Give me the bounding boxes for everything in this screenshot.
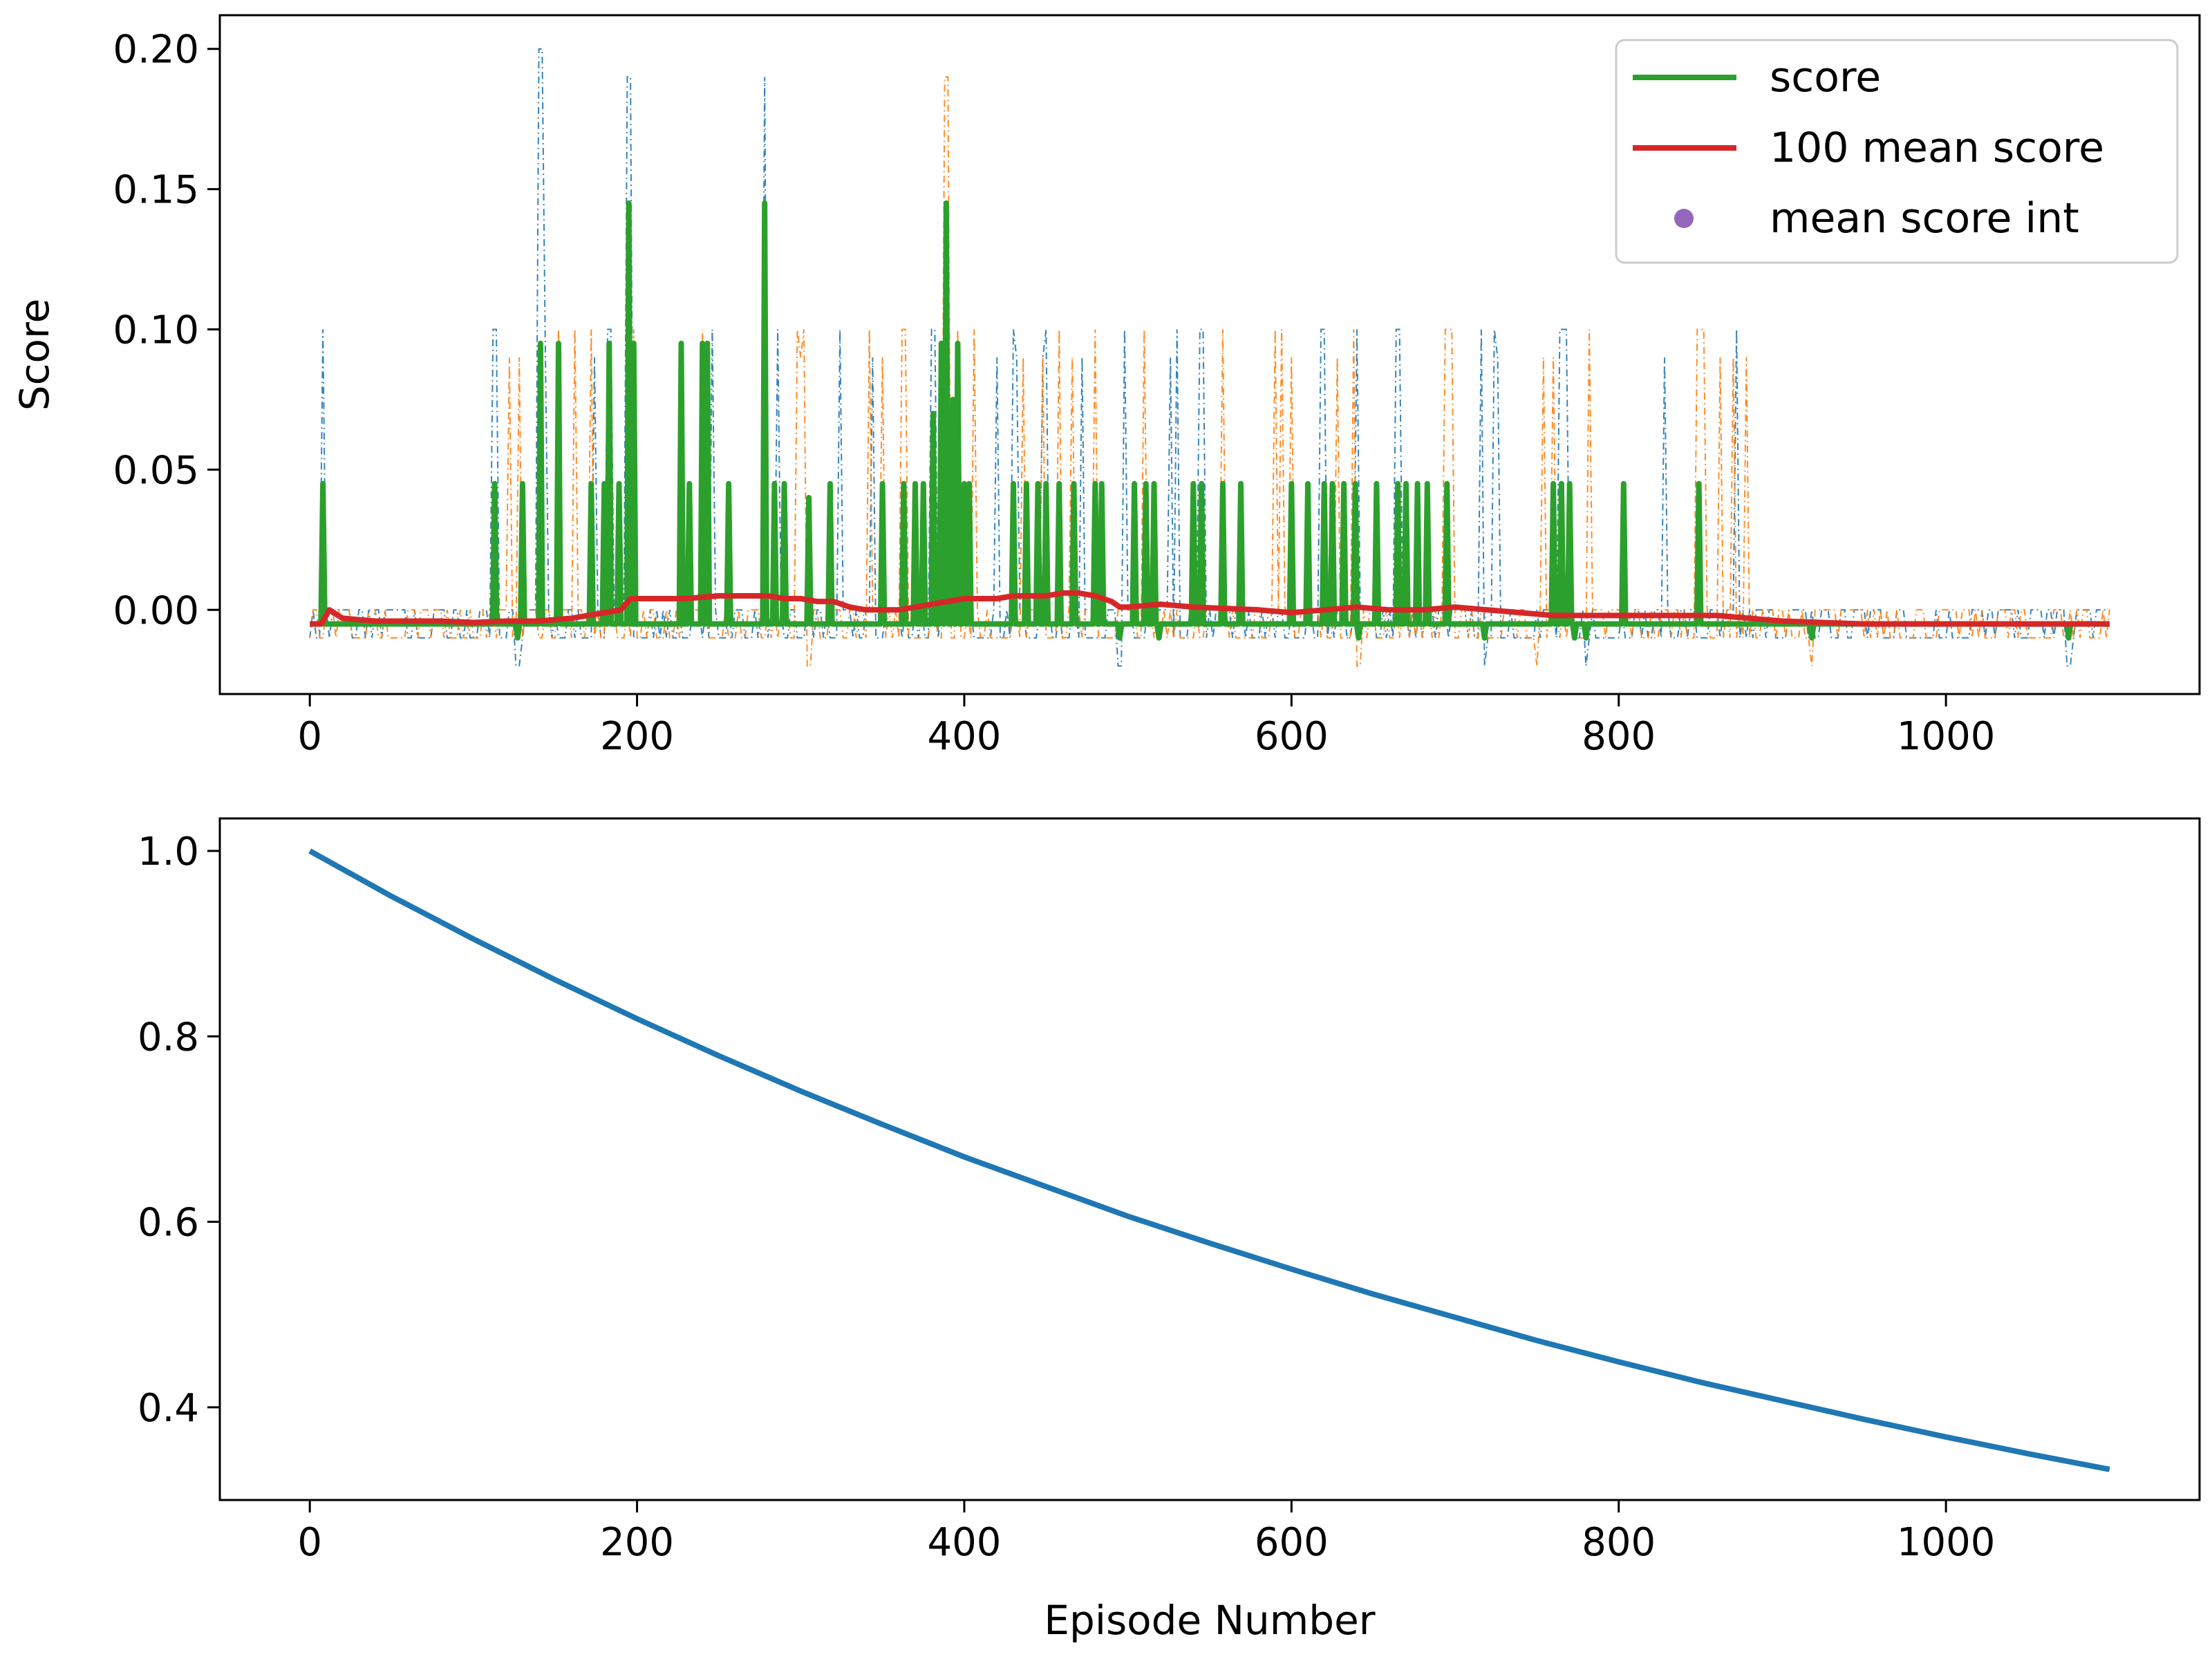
legend-box [1615, 39, 2179, 264]
legend-label-score: score [1770, 53, 1881, 102]
score-y-tick-label: 0.15 [113, 168, 199, 213]
score-y-tick-label: 0.05 [113, 448, 199, 493]
decay-x-axis-title: Episode Number [1044, 1597, 1375, 1644]
score-axis-ticks: 0 200 400 600 800 1000 0.00 0.05 0.10 0.15 0.20 [113, 28, 1995, 759]
legend-swatch-mean-int [1674, 209, 1694, 228]
score-y-tick-label: 0.20 [113, 28, 199, 73]
score-x-tick-label: 400 [928, 714, 1002, 759]
mean-score-line [310, 590, 2110, 627]
decay-x-tick-label: 200 [600, 1520, 674, 1565]
decay-axis-ticks: 0 200 400 600 800 1000 0.4 0.6 0.8 1.0 [138, 830, 1995, 1565]
decay-plot-area [308, 848, 2110, 1472]
score-y-tick-label: 0.10 [113, 308, 199, 353]
score-x-tick-label: 800 [1582, 714, 1656, 759]
score-x-tick-label: 600 [1255, 714, 1329, 759]
decay-line [308, 848, 2110, 1472]
decay-x-tick-label: 1000 [1897, 1520, 1996, 1565]
decay-x-tick-label: 600 [1255, 1520, 1329, 1565]
legend-label-mean-int: mean score int [1770, 194, 2079, 243]
decay-chart: 0 200 400 600 800 1000 0.4 0.6 0.8 1.0 Episode Nu… [138, 817, 2201, 1644]
score-y-tick-label: 0.00 [113, 588, 199, 633]
score-plot-area [309, 48, 2110, 667]
decay-y-tick-label: 0.8 [138, 1015, 199, 1060]
score-plot-frame [218, 14, 2201, 695]
decay-y-tick-label: 0.6 [138, 1201, 199, 1246]
decay-plot-frame [218, 817, 2201, 1501]
score-y-axis-title: Score [11, 299, 58, 411]
score-x-tick-label: 200 [600, 714, 674, 759]
score-x-tick-label: 0 [297, 714, 322, 759]
decay-x-tick-label: 0 [297, 1520, 322, 1565]
decay-y-tick-label: 1.0 [138, 830, 199, 874]
decay-x-tick-label: 400 [928, 1520, 1002, 1565]
score-line [310, 200, 2110, 641]
legend: score 100 mean score mean score int [1615, 39, 2179, 264]
decay-x-tick-label: 800 [1582, 1520, 1656, 1565]
score-x-tick-label: 1000 [1897, 714, 1996, 759]
decay-y-tick-label: 0.4 [138, 1386, 199, 1431]
legend-label-mean: 100 mean score [1770, 124, 2104, 172]
score-chart: 0 200 400 600 800 1000 0.00 0.05 0.10 0.15 0.20 Sc… [11, 14, 2201, 759]
